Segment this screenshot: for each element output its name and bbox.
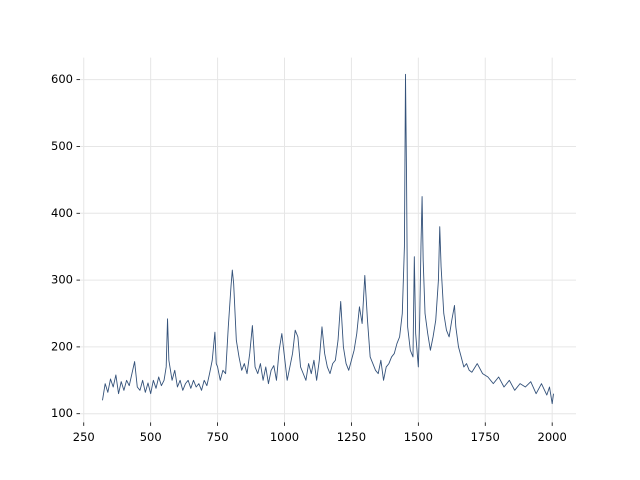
x-tick-label: 1250 — [337, 430, 366, 444]
y-tick-label: 600 — [51, 72, 73, 86]
x-tick-label: 1750 — [471, 430, 500, 444]
x-tick-label: 750 — [207, 430, 229, 444]
x-tick-label: 500 — [140, 430, 162, 444]
x-tick-label: 1500 — [404, 430, 433, 444]
x-tick-label: 1000 — [270, 430, 299, 444]
y-tick-label: 100 — [51, 406, 73, 420]
y-tick-label: 200 — [51, 339, 73, 353]
y-tick-label: 300 — [51, 273, 73, 287]
x-tick-label: 250 — [73, 430, 95, 444]
data-line — [102, 73, 554, 405]
x-tick-label: 2000 — [538, 430, 567, 444]
y-tick-label: 500 — [51, 139, 73, 153]
y-tick-label: 400 — [51, 206, 73, 220]
